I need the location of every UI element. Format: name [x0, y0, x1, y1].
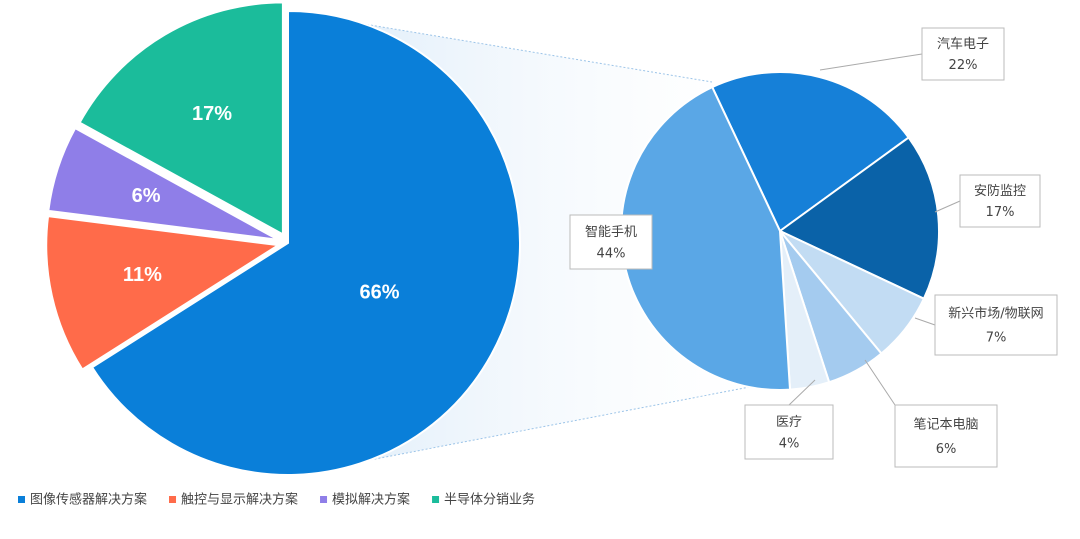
value-label: 44%	[597, 246, 626, 261]
category-label: 汽车电子	[937, 36, 989, 52]
category-label: 智能手机	[585, 225, 637, 240]
legend-label: 触控与显示解决方案	[181, 492, 298, 508]
connector-line	[291, 384, 761, 476]
label-box	[934, 294, 1058, 356]
legend-label: 半导体分销业务	[444, 492, 535, 508]
leader-line	[914, 317, 936, 326]
legend-swatch	[169, 496, 177, 503]
value-label: 22%	[949, 58, 978, 73]
pie-slice	[78, 1, 284, 237]
pie-slice	[620, 85, 792, 391]
category-label: 安防监控	[974, 183, 1026, 199]
legend-label: 图像传感器解决方案	[30, 492, 147, 508]
leader-line	[934, 200, 961, 213]
legend-label: 模拟解决方案	[332, 492, 410, 508]
label-box	[894, 404, 998, 468]
label-box	[921, 27, 1005, 81]
pie-slice	[47, 126, 279, 241]
category-label: 医疗	[776, 415, 802, 430]
category-label: 新兴市场/物联网	[948, 306, 1043, 322]
value-label: 7%	[986, 331, 1007, 346]
leader-line	[819, 53, 923, 71]
legend-swatch	[18, 496, 25, 503]
value-label: 6%	[936, 442, 957, 457]
slice-label: 17%	[192, 103, 232, 125]
label-box	[569, 214, 653, 270]
legend-swatch	[432, 496, 440, 503]
legend-swatch	[320, 496, 328, 503]
category-label: 笔记本电脑	[913, 416, 978, 432]
leader-line	[788, 379, 816, 406]
leader-line	[864, 359, 896, 406]
slice-label: 11%	[123, 264, 162, 286]
connector-line	[291, 11, 713, 83]
pie-slice	[778, 136, 940, 301]
pie-slice	[45, 214, 282, 371]
label-box	[744, 404, 834, 460]
slice-label: 66%	[359, 282, 399, 304]
slice-label: 6%	[132, 185, 161, 207]
value-label: 17%	[986, 205, 1015, 220]
pie-slice	[90, 9, 521, 476]
value-label: 4%	[779, 436, 800, 451]
label-box	[959, 174, 1041, 228]
